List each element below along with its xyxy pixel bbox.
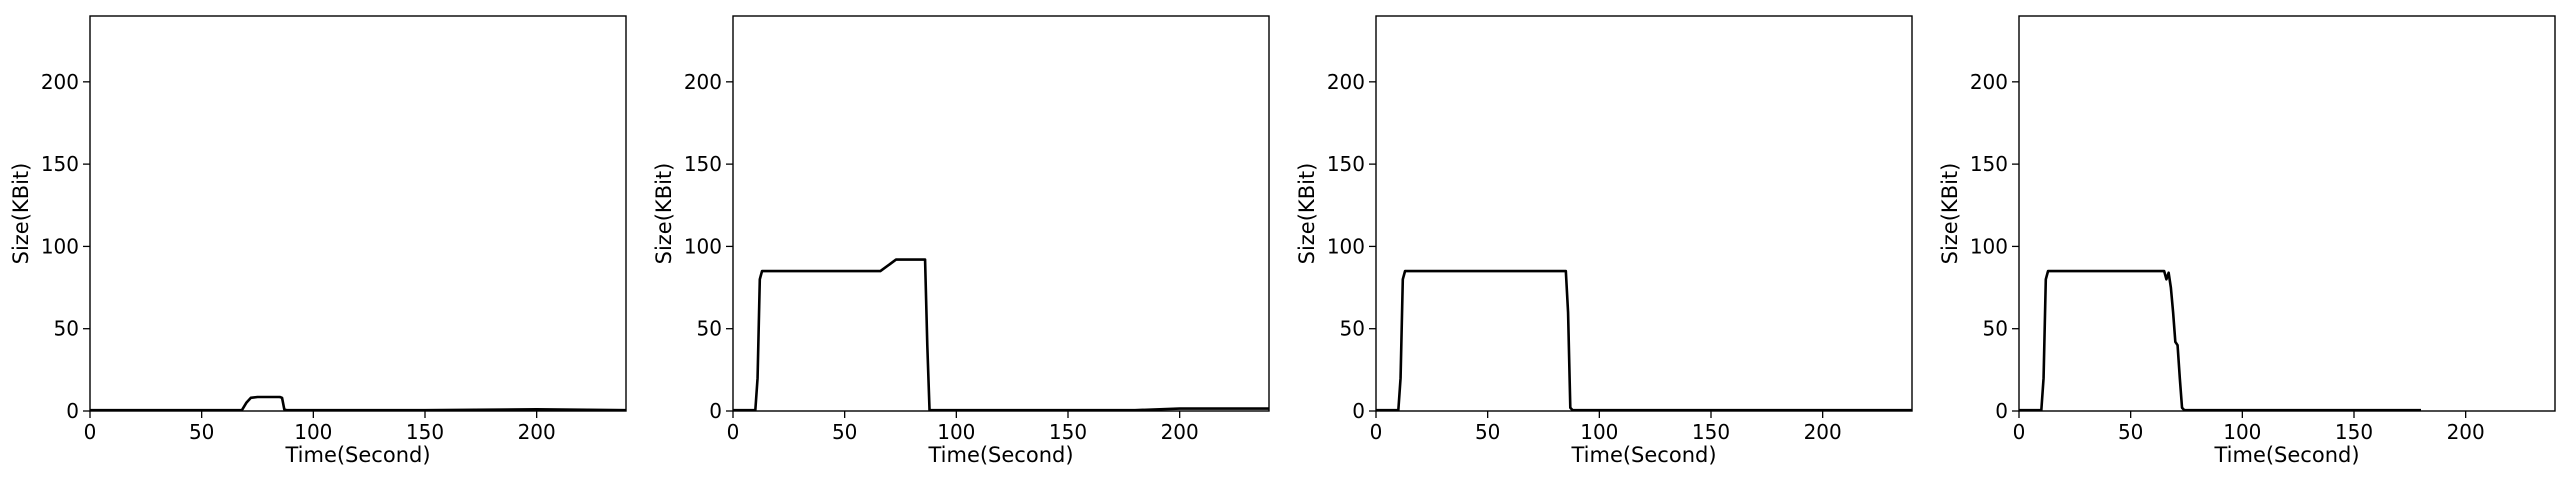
y-tick-label: 200 — [41, 70, 79, 94]
y-tick-label: 150 — [684, 152, 722, 176]
y-tick-label: 150 — [1327, 152, 1365, 176]
y-tick-label: 0 — [1995, 399, 2008, 423]
y-axis-label: Size(KBit) — [1938, 163, 1962, 265]
series-line-1 — [733, 258, 1269, 412]
y-tick-label: 200 — [1970, 70, 2008, 94]
x-axis-label: Time(Second) — [1570, 443, 1716, 467]
chart-panel-2: 0 50 100 150 200 0 50 100 150 200 Time(Second) Size… — [652, 15, 1270, 467]
plot-frame — [1375, 15, 1913, 412]
series-line-1 — [2019, 269, 2421, 412]
x-tick-label: 150 — [2335, 420, 2373, 444]
x-tick-label: 100 — [294, 420, 332, 444]
x-tick-label: 50 — [1475, 420, 1500, 444]
x-tick-label: 50 — [832, 420, 857, 444]
x-tick-label: 50 — [189, 420, 214, 444]
y-tick-label: 50 — [1983, 317, 2008, 341]
y-tick-label: 100 — [41, 234, 79, 258]
y-tick-label: 150 — [41, 152, 79, 176]
x-axis-label: Time(Second) — [927, 443, 1073, 467]
chart-panel-3: 0 50 100 150 200 0 50 100 150 200 Time(Second) Size… — [1295, 15, 1913, 467]
x-tick-label: 50 — [2118, 420, 2143, 444]
y-axis-label: Size(KBit) — [9, 163, 33, 265]
x-tick-label: 100 — [1580, 420, 1618, 444]
y-tick-label: 200 — [684, 70, 722, 94]
y-tick-label: 100 — [1327, 234, 1365, 258]
series-line-1 — [90, 395, 627, 412]
x-tick-label: 200 — [518, 420, 556, 444]
chart-panel-4: 0 50 100 150 200 0 50 100 150 200 Time(Second) Size… — [1938, 15, 2556, 467]
y-axis-label: Size(KBit) — [652, 163, 676, 265]
y-tick-label: 0 — [709, 399, 722, 423]
plot-frame — [89, 15, 627, 412]
x-tick-label: 0 — [727, 420, 740, 444]
y-axis-label: Size(KBit) — [1295, 163, 1319, 265]
x-tick-label: 200 — [1804, 420, 1842, 444]
y-tick-label: 100 — [1970, 234, 2008, 258]
y-tick-label: 0 — [1352, 399, 1365, 423]
x-tick-label: 150 — [1692, 420, 1730, 444]
plot-frame — [2018, 15, 2556, 412]
x-tick-label: 100 — [937, 420, 975, 444]
y-tick-label: 100 — [684, 234, 722, 258]
x-tick-label: 200 — [2447, 420, 2485, 444]
x-tick-label: 150 — [1049, 420, 1087, 444]
y-tick-label: 0 — [66, 399, 79, 423]
x-axis-label: Time(Second) — [284, 443, 430, 467]
y-tick-label: 50 — [697, 317, 722, 341]
x-tick-label: 150 — [406, 420, 444, 444]
x-tick-label: 0 — [84, 420, 97, 444]
plot-frame — [732, 15, 1270, 412]
x-tick-label: 0 — [2013, 420, 2026, 444]
y-tick-label: 50 — [54, 317, 79, 341]
x-tick-label: 100 — [2223, 420, 2261, 444]
x-axis-label: Time(Second) — [2213, 443, 2359, 467]
y-tick-label: 150 — [1970, 152, 2008, 176]
y-tick-label: 200 — [1327, 70, 1365, 94]
x-tick-label: 200 — [1161, 420, 1199, 444]
x-tick-label: 0 — [1370, 420, 1383, 444]
chart-panel-1: 0 50 100 150 200 0 50 100 150 200 Time(Second) Size… — [9, 15, 627, 467]
series-line-1 — [1376, 269, 1912, 412]
y-tick-label: 50 — [1340, 317, 1365, 341]
